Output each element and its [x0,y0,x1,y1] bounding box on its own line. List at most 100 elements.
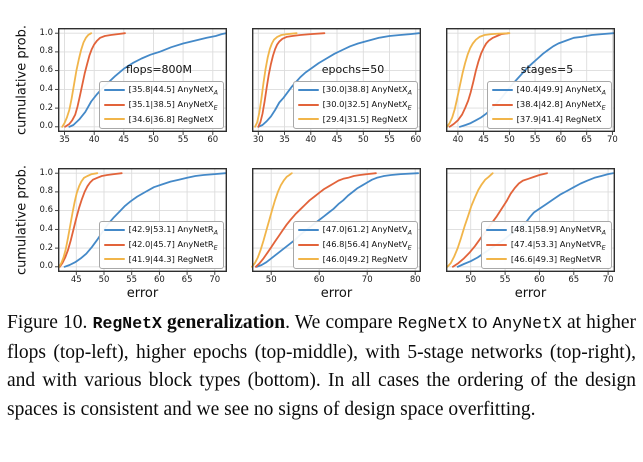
cdf-curve-RegNetV [251,172,293,268]
legend-line-swatch [103,103,125,106]
legend-label: [30.0|32.5] AnyNetXE [322,98,412,112]
legend-line-swatch [297,89,319,92]
cdf-curve-RegNetX [446,32,511,128]
x-tick-label: 70 [607,135,618,145]
x-tick-label: 65 [581,135,593,145]
legend-item: [35.8|44.5] AnyNetXA [103,84,218,98]
legend-item: [40.4|49.9] AnyNetXA [491,84,606,98]
legend-label: [30.0|38.8] AnyNetXA [322,84,412,97]
legend: [30.0|38.8] AnyNetXA [30.0|32.5] AnyNetXE… [292,80,418,129]
legend-label: [34.6|36.8] RegNetX [128,114,214,125]
cdf-curve-RegNetR [58,172,99,268]
x-tick-label: 50 [148,135,159,145]
x-tick-label: 80 [409,275,421,285]
x-tick-label: 35 [279,135,290,145]
legend-line-swatch [491,103,513,106]
legend-line-swatch [103,229,125,232]
x-tick-label: 55 [499,275,511,285]
legend-item: [42.9|53.1] AnyNetRA [103,224,218,238]
cdf-curve-AnyNetRA [63,172,227,268]
y-axis-label: cumulative prob. [14,164,30,276]
x-tick-label: 55 [529,135,541,145]
x-tick-label: 65 [568,275,580,285]
legend-line-swatch [491,89,513,92]
legend-label: [35.1|38.5] AnyNetXE [128,98,218,112]
cdf-curve-AnyNetVE [254,172,377,268]
cdf-curve-AnyNetXA [458,32,615,128]
y-tick-label: 0.6 [39,205,53,216]
x-tick-label: 60 [313,275,325,285]
x-tick-label: 50 [503,135,515,145]
legend-line-swatch [103,258,125,261]
legend-label: [29.4|31.5] RegNetX [322,114,408,125]
legend-item: [48.1|58.9] AnyNetVRA [485,224,606,238]
legend-line-swatch [103,243,125,246]
subplot-epochs-50: 30 35 40 45 50 55 60 epochs=50 [30.0|38.8] AnyNe… [251,27,421,145]
legend-item: [34.6|36.8] RegNetX [103,113,218,127]
cdf-curve-AnyNetXE [64,32,126,128]
subplot-flops-800m: 35 40 45 50 55 60 0.0 0.2 0.4 0.6 0.8 1.0 cumulative… [15,25,228,145]
legend-line-swatch [491,118,513,121]
plot-annotation-stages-5: stages=5 [520,63,574,76]
legend-line-swatch [297,118,319,121]
x-tick-label: 60 [534,275,545,285]
legend-label: [41.9|44.3] RegNetR [128,254,214,265]
y-tick-label: 0.8 [39,46,53,57]
legend-label: [42.0|45.7] AnyNetRE [128,238,218,252]
legend-label: [42.9|53.1] AnyNetRA [128,224,218,237]
x-tick-label: 50 [465,275,477,285]
legend-item: [38.4|42.8] AnyNetXE [491,98,606,112]
x-tick-label: 50 [357,135,369,145]
subplot-block-vr: 50 55 60 65 70 error [48.1|58.9] AnyNetVRA [47.… [445,167,616,301]
legend-line-swatch [297,103,319,106]
cdf-curve-AnyNetVA [255,172,420,268]
figure-10-plots: 35 40 45 50 55 60 0.0 0.2 0.4 0.6 0.8 1.0 cumulative… [15,25,618,301]
y-tick-label: 1.0 [39,167,53,178]
y-tick-label: 0.2 [39,102,53,113]
x-tick-label: 70 [209,275,221,285]
legend: [42.9|53.1] AnyNetRA [42.0|45.7] AnyNetRE… [98,220,224,269]
y-tick-label: 0.4 [39,223,53,234]
y-tick-label: 0.8 [39,186,53,197]
legend-item: [47.4|53.3] AnyNetVRE [485,238,606,252]
caption-text: to [467,312,493,333]
x-axis-label: error [320,286,353,301]
legend-label: [40.4|49.9] AnyNetXA [516,84,606,97]
x-tick-label: 70 [602,275,614,285]
legend-item: [37.9|41.4] RegNetX [491,113,606,127]
y-tick-label: 0.0 [39,121,53,132]
x-tick-label: 50 [98,275,110,285]
x-axis-label: error [126,286,159,301]
legend-line-swatch [297,243,319,246]
cdf-curve-AnyNetXE [257,32,326,128]
x-tick-label: 70 [361,275,373,285]
x-tick-label: 65 [181,275,193,285]
plot-canvas [55,27,228,135]
legend-line-swatch [485,258,507,261]
x-tick-label: 55 [177,135,189,145]
legend: [48.1|58.9] AnyNetVRA [47.4|53.3] AnyNetV… [480,220,612,269]
x-tick-label: 40 [452,135,464,145]
x-tick-label: 40 [305,135,317,145]
x-tick-label: 35 [59,135,70,145]
x-tick-label: 45 [478,135,490,145]
x-tick-label: 45 [70,275,82,285]
legend-label: [48.1|58.9] AnyNetVRA [510,224,606,237]
legend-item: [46.6|49.3] RegNetVR [485,253,606,267]
y-tick-label: 0.2 [39,242,53,253]
x-tick-label: 45 [118,135,130,145]
legend-line-swatch [297,229,319,232]
x-tick-label: 45 [331,135,343,145]
legend-item: [30.0|32.5] AnyNetXE [297,98,412,112]
cdf-curve-AnyNetXE [448,32,510,128]
cdf-curve-AnyNetXA [257,32,420,128]
y-axis-label: cumulative prob. [14,24,30,136]
subplot-block-v: 50 60 70 80 error [47.0|61.2] AnyNetVA [46.8|5… [251,167,422,301]
subplot-block-r: 45 50 55 60 65 70 0.0 0.2 0.4 0.6 0.8 1.0 cumulative… [15,165,228,301]
figure-caption: Figure 10. RegNetX generalization. We co… [0,309,643,424]
legend-label: [47.0|61.2] AnyNetVA [322,224,412,237]
legend-item: [42.0|45.7] AnyNetRE [103,238,218,252]
legend: [35.8|44.5] AnyNetXA [35.1|38.5] AnyNetXE… [98,80,224,129]
y-tick-label: 1.0 [39,27,53,38]
legend-label: [38.4|42.8] AnyNetXE [516,98,606,112]
